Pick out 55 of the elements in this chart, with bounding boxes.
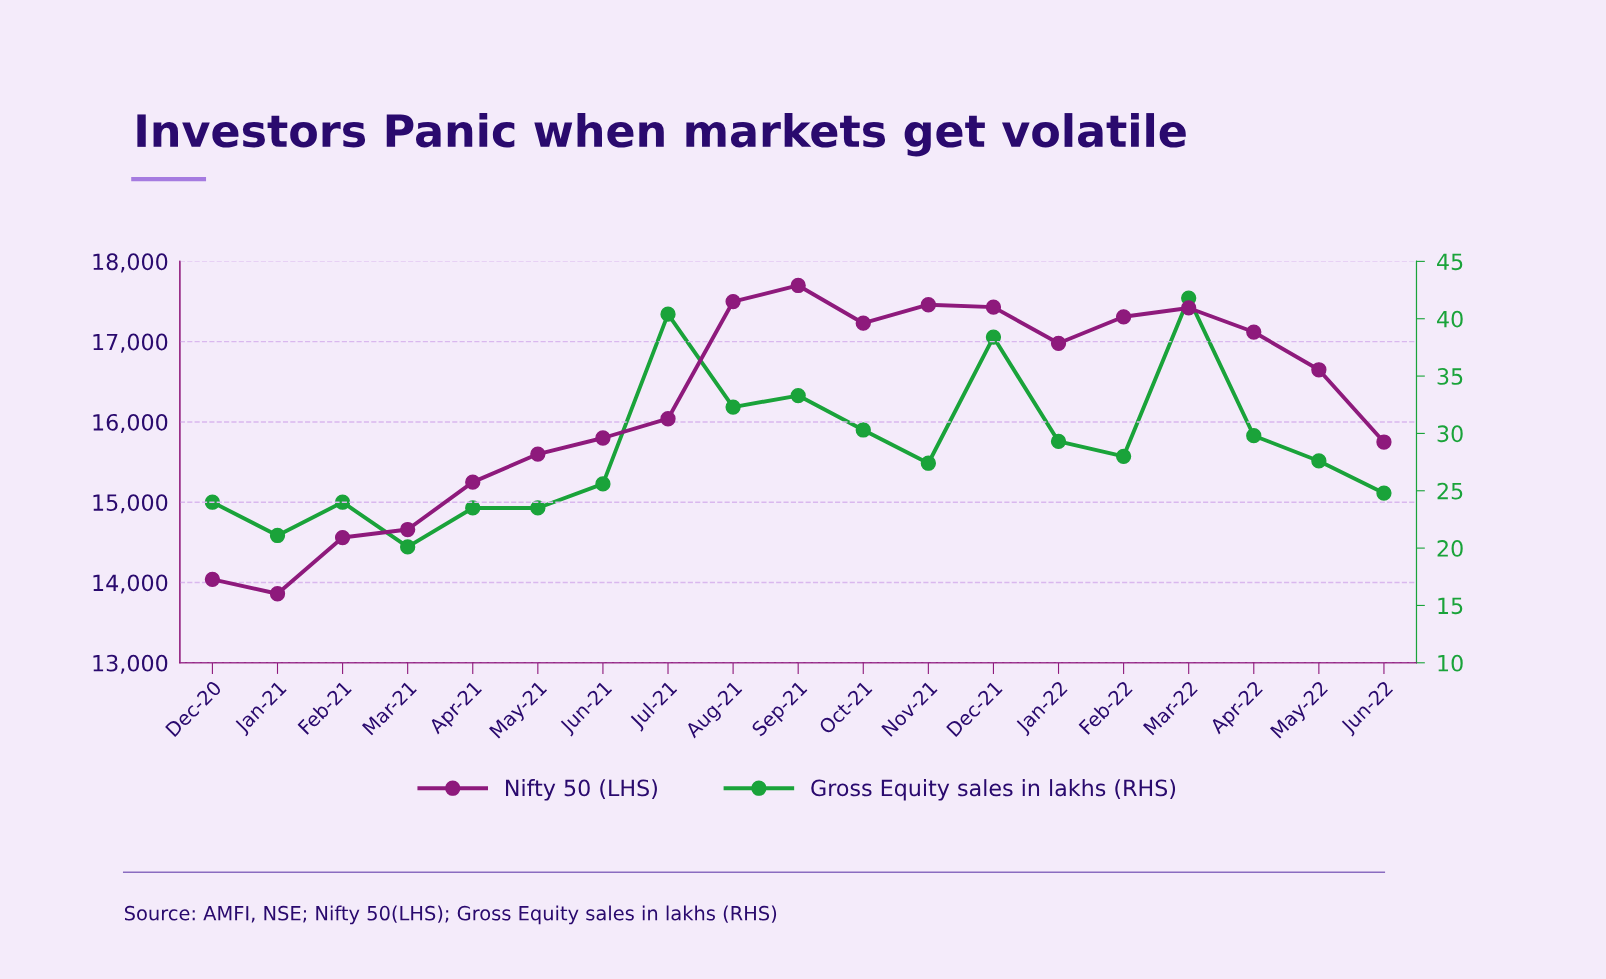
point xyxy=(204,494,221,510)
point xyxy=(725,293,741,310)
point xyxy=(1115,309,1132,325)
y-tick-label: 17,000 xyxy=(93,333,168,353)
point xyxy=(920,455,936,471)
point xyxy=(1246,428,1262,444)
point xyxy=(660,306,676,322)
point xyxy=(855,422,871,438)
point xyxy=(855,315,871,331)
point xyxy=(530,446,546,462)
point xyxy=(660,411,676,427)
point xyxy=(985,329,1002,345)
y-tick-label: 16,000 xyxy=(93,413,168,433)
point xyxy=(204,571,221,587)
point xyxy=(790,277,806,294)
point xyxy=(1115,448,1132,464)
point xyxy=(1376,434,1392,450)
y2-tick-label: 15 xyxy=(1438,597,1463,615)
y-tick-label: 13,000 xyxy=(93,654,168,674)
y2-tick-label: 40 xyxy=(1437,310,1463,328)
y2-tick-label: 10 xyxy=(1438,654,1463,672)
point xyxy=(985,299,1002,315)
point xyxy=(400,539,416,555)
y-tick-label: 14,000 xyxy=(93,574,168,594)
point xyxy=(1246,324,1262,340)
y-tick-label: 15,000 xyxy=(93,494,168,514)
point xyxy=(334,494,351,510)
point xyxy=(595,430,611,446)
point xyxy=(400,521,416,538)
point xyxy=(465,500,481,516)
point xyxy=(1311,453,1327,469)
y2-tick-label: 45 xyxy=(1437,253,1463,271)
point xyxy=(269,586,286,602)
source-note: Source: AMFI, NSE; Nifty 50(LHS); Gross Equity sales in lakhs (RHS) xyxy=(124,905,777,925)
point xyxy=(530,500,546,516)
point xyxy=(725,399,741,415)
point xyxy=(790,387,806,404)
point xyxy=(1050,433,1067,450)
point xyxy=(1050,335,1067,351)
point xyxy=(465,474,481,490)
point xyxy=(595,476,611,492)
legend-label: Nifty 50 (LHS) xyxy=(506,779,657,801)
point xyxy=(1311,362,1327,378)
point xyxy=(334,529,351,546)
y2-tick-label: 30 xyxy=(1437,425,1463,443)
y2-tick-label: 25 xyxy=(1437,482,1463,500)
point xyxy=(269,527,286,544)
y-tick-label: 18,000 xyxy=(93,253,168,273)
point xyxy=(1376,485,1392,501)
point xyxy=(920,297,936,313)
point xyxy=(1181,300,1197,316)
y2-tick-label: 35 xyxy=(1437,368,1463,385)
chart-title: Investors Panic when markets get volatile xyxy=(137,113,1186,157)
y2-tick-label: 20 xyxy=(1437,540,1463,557)
legend-label: Gross Equity sales in lakhs (RHS) xyxy=(811,779,1176,801)
